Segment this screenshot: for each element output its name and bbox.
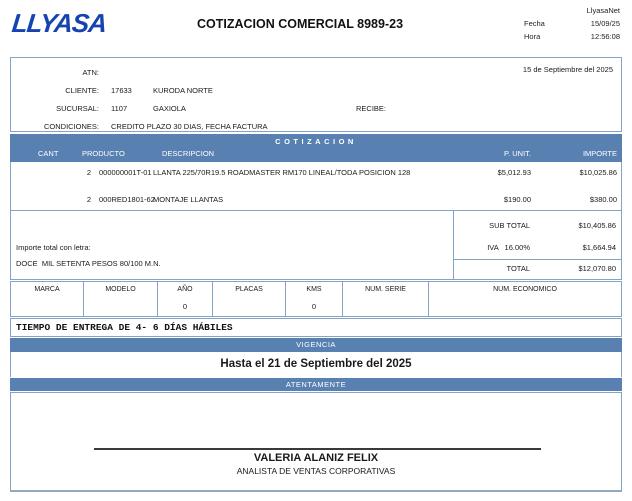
vehicle-cell-label: NUM. SERIE	[365, 286, 406, 293]
subtotal-value: $10,405.86	[578, 221, 616, 230]
vehicle-info-row: MARCA MODELO AÑO 0 PLACAS KMS 0 NUM. SER…	[10, 281, 622, 317]
col-header-importe: IMPORTE	[582, 149, 617, 158]
signature-box: VALERIA ALANIZ FELIX ANALISTA DE VENTAS …	[10, 392, 622, 492]
atn-row: ATN:	[11, 63, 621, 81]
hora-value: 12:56:08	[590, 32, 620, 41]
vehicle-cell-label: PLACAS	[235, 286, 263, 293]
table-row: 2 000RED1801-62 MONTAJE LLANTAS $190.00 …	[11, 195, 621, 207]
vehicle-cell-label: MARCA	[34, 286, 60, 293]
client-info-box: 15 de Septiembre del 2025 ATN: CLIENTE: …	[10, 57, 622, 132]
totals-section: Importe total con letra: DOCE MIL SETENT…	[10, 210, 622, 280]
cliente-number: 17633	[111, 85, 132, 95]
vehicle-cell-label: AÑO	[177, 286, 193, 293]
total-separator	[454, 259, 621, 260]
subtotal-row: SUB TOTAL $10,405.86	[454, 221, 621, 233]
table-row: 2 000000001T-01 LLANTA 225/70R19.5 ROADM…	[11, 168, 621, 180]
vehicle-cell-marca: MARCA	[11, 282, 84, 316]
system-info-block: LlyasaNet Fecha 15/09/25 Hora 12:56:08	[524, 4, 620, 43]
iva-value: $1,664.94	[582, 243, 616, 252]
total-label: TOTAL	[506, 264, 530, 273]
condiciones-row: CONDICIONES: CREDITO PLAZO 30 DIAS, FECH…	[11, 117, 621, 135]
signature-line	[94, 448, 541, 450]
item-unit-price: $5,012.93	[497, 168, 531, 177]
vehicle-cell-num-serie: NUM. SERIE	[343, 282, 429, 316]
table-band-title: COTIZACION	[275, 137, 357, 146]
vehicle-cell-num-economico: NUM. ECONOMICO	[429, 282, 621, 316]
item-product-code: 000000001T-01	[99, 168, 152, 177]
item-description: MONTAJE LLANTAS	[153, 195, 224, 204]
vigencia-band: VIGENCIA	[10, 338, 622, 352]
atentamente-band: ATENTAMENTE	[10, 378, 622, 391]
fecha-label: Fecha	[524, 19, 545, 28]
col-header-punit: P. UNIT.	[504, 149, 531, 158]
sucursal-name: GAXIOLA	[153, 103, 186, 113]
item-product-code: 000RED1801-62	[99, 195, 155, 204]
col-header-producto: PRODUCTO	[82, 149, 125, 158]
cliente-name: KURODA NORTE	[153, 85, 213, 95]
amount-in-words-label: Importe total con letra:	[16, 243, 91, 252]
signatory-name: VALERIA ALANIZ FELIX	[253, 452, 379, 464]
document-date: 15 de Septiembre del 2025	[522, 65, 613, 74]
item-amount: $10,025.86	[579, 168, 617, 177]
fecha-value: 15/09/25	[590, 19, 620, 28]
subtotal-label: SUB TOTAL	[489, 221, 530, 230]
cliente-row: CLIENTE: 17633 KURODA NORTE	[11, 81, 621, 99]
system-name: LlyasaNet	[586, 6, 620, 15]
sucursal-label: SUCURSAL:	[56, 103, 99, 113]
condiciones-value: CREDITO PLAZO 30 DIAS, FECHA FACTURA	[111, 121, 268, 131]
cliente-label: CLIENTE:	[65, 85, 99, 95]
vehicle-cell-label: NUM. ECONOMICO	[493, 286, 557, 293]
items-table-body: 2 000000001T-01 LLANTA 225/70R19.5 ROADM…	[10, 162, 622, 210]
col-header-descripcion: DESCRIPCION	[162, 149, 215, 158]
hora-label: Hora	[524, 32, 541, 41]
sucursal-row: SUCURSAL: 1107 GAXIOLA RECIBE:	[11, 99, 621, 117]
vehicle-cell-ano: AÑO 0	[158, 282, 213, 316]
amount-in-words: DOCE MIL SETENTA PESOS 80/100 M.N.	[16, 259, 161, 268]
total-value: $12,070.80	[578, 264, 616, 273]
total-row: TOTAL $12,070.80	[454, 264, 621, 276]
item-amount: $380.00	[589, 195, 617, 204]
signatory-role: ANALISTA DE VENTAS CORPORATIVAS	[236, 466, 396, 476]
item-qty: 2	[86, 168, 91, 177]
vehicle-cell-label: MODELO	[105, 286, 136, 293]
vehicle-cell-label: KMS	[306, 286, 322, 293]
vehicle-cell-modelo: MODELO	[84, 282, 158, 316]
item-qty: 2	[86, 195, 91, 204]
vigencia-value: Hasta el 21 de Septiembre del 2025	[10, 352, 622, 377]
totals-box: SUB TOTAL $10,405.86 IVA 16.00% $1,664.9…	[453, 211, 621, 279]
page-title: COTIZACION COMERCIAL 8989-23	[196, 17, 404, 31]
sucursal-number: 1107	[111, 103, 128, 113]
vehicle-cell-value: 0	[182, 302, 188, 311]
vehicle-cell-value: 0	[311, 302, 317, 311]
delivery-time-row: TIEMPO DE ENTREGA DE 4- 6 DÍAS HÁBILES	[10, 318, 622, 337]
item-description: LLANTA 225/70R19.5 ROADMASTER RM170 LINE…	[153, 168, 411, 177]
vehicle-cell-placas: PLACAS	[213, 282, 286, 316]
recibe-label: RECIBE:	[356, 103, 387, 113]
col-header-cant: CANT	[38, 149, 59, 158]
iva-row: IVA 16.00% $1,664.94	[454, 243, 621, 255]
atn-label: ATN:	[82, 67, 99, 77]
vehicle-cell-kms: KMS 0	[286, 282, 343, 316]
item-unit-price: $190.00	[503, 195, 531, 204]
iva-label: IVA 16.00%	[487, 243, 530, 252]
condiciones-label: CONDICIONES:	[43, 121, 99, 131]
table-header-band: COTIZACION CANT PRODUCTO DESCRIPCION P. …	[10, 134, 622, 162]
